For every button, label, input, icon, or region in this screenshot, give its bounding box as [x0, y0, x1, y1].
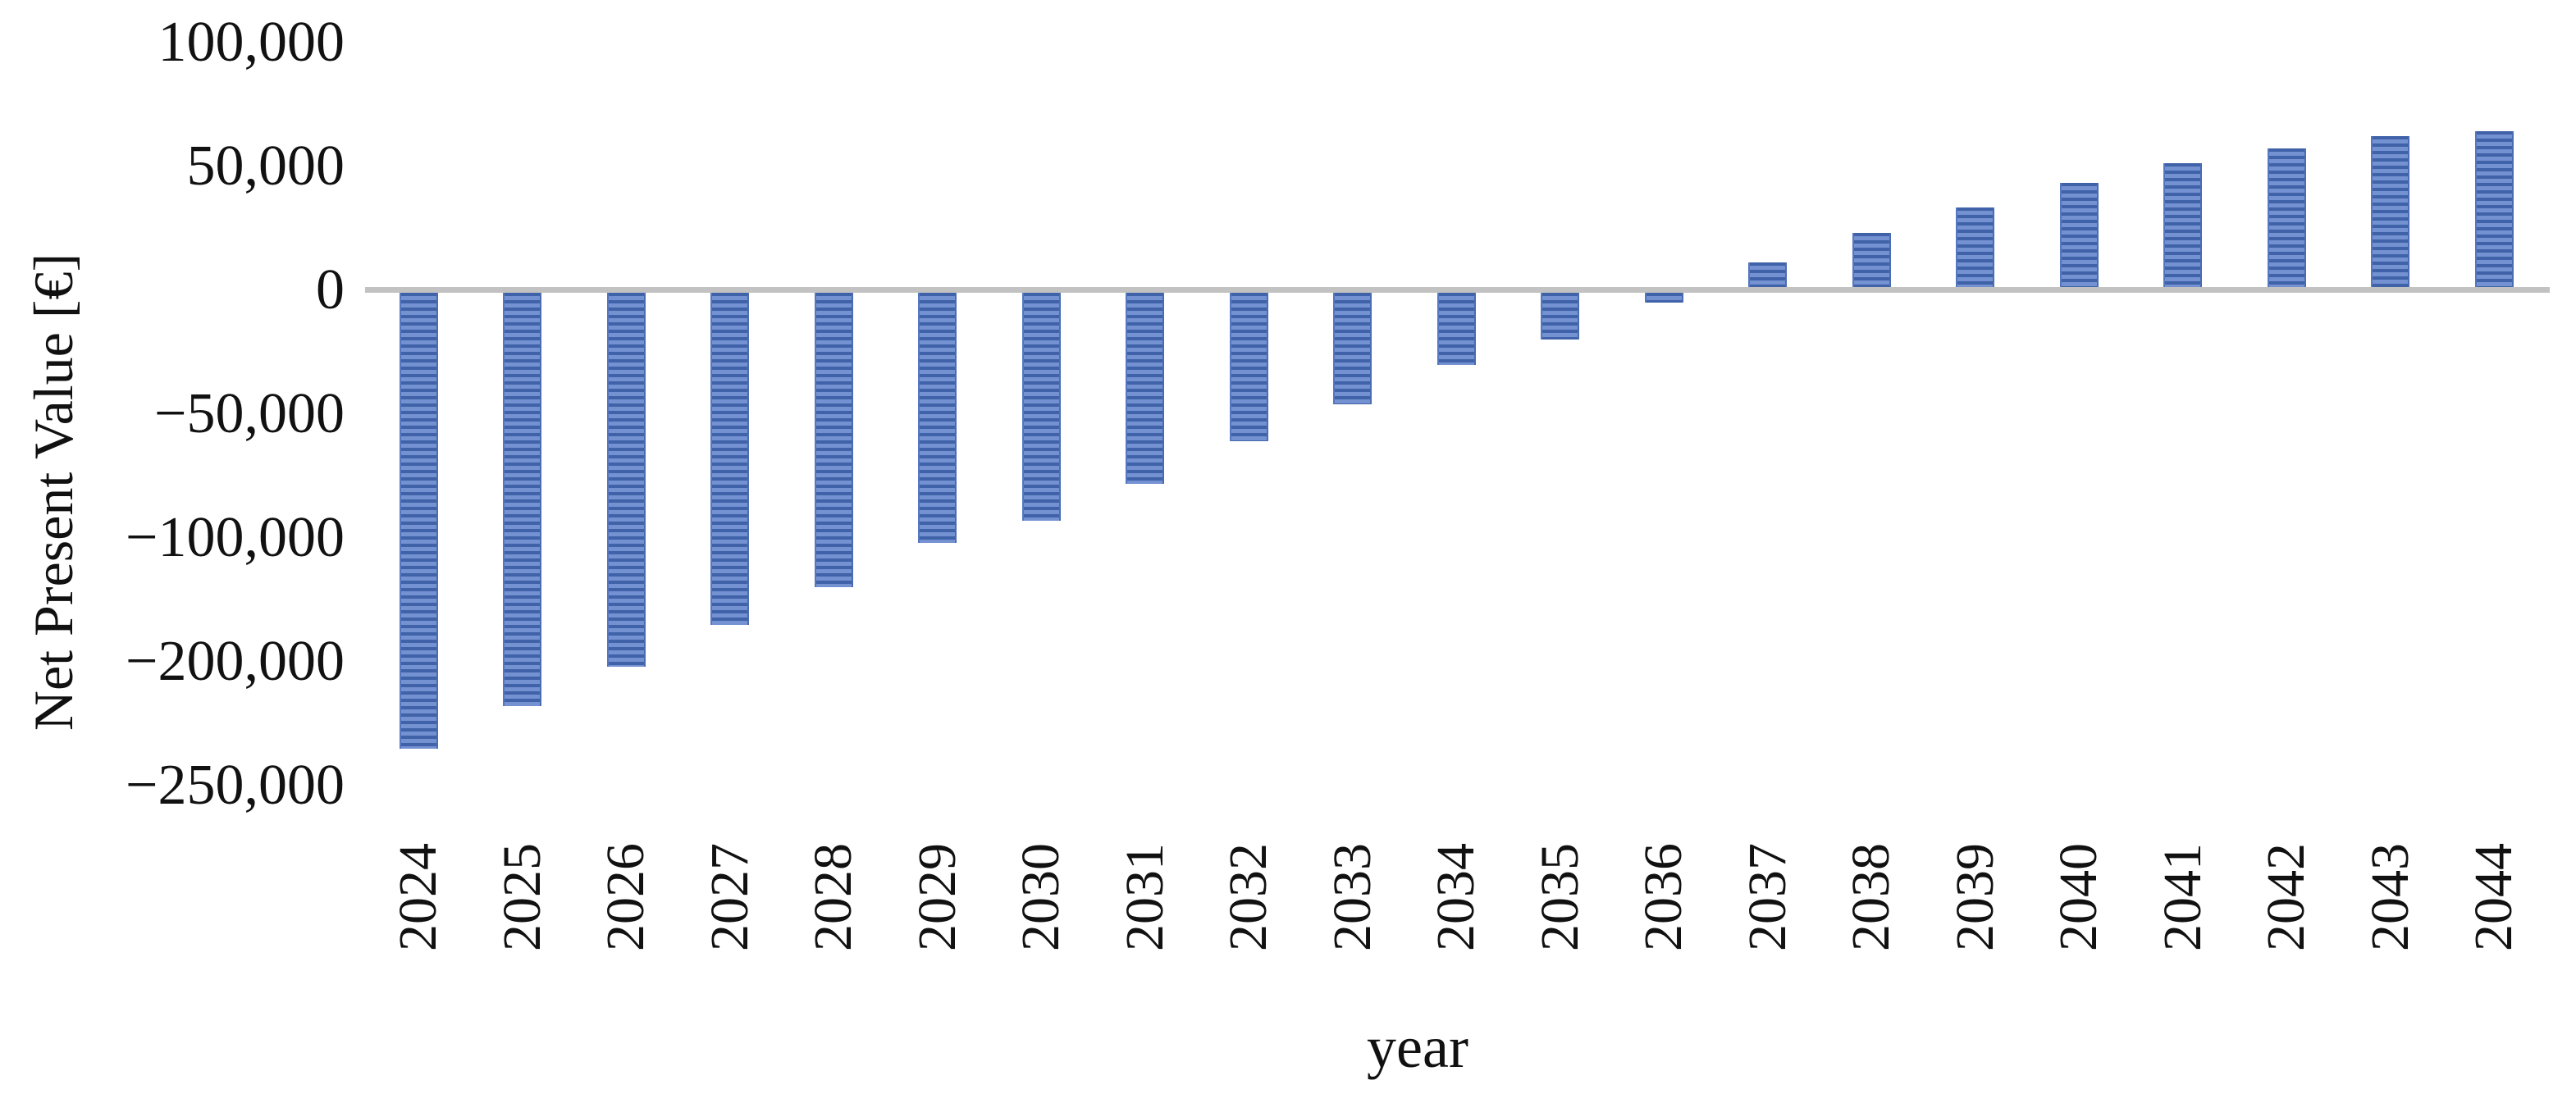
x-tick-label-2042: 2042	[2256, 843, 2316, 951]
y-tick-label: −100,000	[126, 506, 345, 569]
bar-2038	[1852, 233, 1891, 287]
y-tick-label: 0	[316, 258, 345, 321]
x-tick-label-2029: 2029	[907, 843, 967, 951]
bar-2040	[2060, 183, 2099, 287]
bar-2029	[918, 293, 957, 543]
y-tick-label: −200,000	[126, 630, 345, 693]
x-tick-label-2038: 2038	[1841, 843, 1901, 951]
x-tick-label-2035: 2035	[1530, 843, 1590, 951]
x-tick-label-2041: 2041	[2153, 843, 2213, 951]
x-tick-label-2031: 2031	[1115, 843, 1175, 951]
x-tick-label-2044: 2044	[2464, 843, 2523, 951]
x-tick-label-2043: 2043	[2360, 843, 2420, 951]
bar-2024	[400, 293, 438, 749]
bar-2039	[1956, 207, 1994, 287]
bar-2032	[1230, 293, 1268, 441]
x-tick-label-2034: 2034	[1426, 843, 1486, 951]
bar-2033	[1333, 293, 1372, 404]
bar-2028	[815, 293, 853, 587]
y-tick-label: 100,000	[158, 11, 345, 74]
y-tick-label: −250,000	[126, 754, 345, 817]
zero-baseline	[365, 287, 2550, 293]
bar-2025	[503, 293, 541, 706]
x-tick-label-2028: 2028	[803, 843, 863, 951]
bar-2042	[2268, 148, 2306, 287]
x-axis-title: year	[1367, 1014, 1468, 1080]
x-tick-label-2036: 2036	[1633, 843, 1693, 951]
y-tick-label: 50,000	[186, 134, 345, 198]
bar-2026	[607, 293, 646, 667]
x-tick-label-2037: 2037	[1738, 843, 1797, 951]
bar-2043	[2371, 136, 2409, 287]
bar-2035	[1541, 293, 1579, 340]
x-tick-label-2025: 2025	[492, 843, 552, 951]
x-tick-label-2040: 2040	[2048, 843, 2108, 951]
bar-2041	[2163, 163, 2202, 287]
y-tick-label: −50,000	[154, 382, 345, 445]
bar-2044	[2475, 131, 2514, 287]
bar-2031	[1126, 293, 1164, 484]
x-tick-label-2039: 2039	[1945, 843, 2005, 951]
x-tick-label-2027: 2027	[700, 843, 760, 951]
x-tick-label-2026: 2026	[596, 843, 655, 951]
bar-2027	[710, 293, 749, 625]
bar-2030	[1022, 293, 1061, 521]
bar-2036	[1645, 293, 1683, 303]
x-tick-label-2032: 2032	[1218, 843, 1278, 951]
x-tick-label-2030: 2030	[1011, 843, 1071, 951]
bar-2034	[1437, 293, 1476, 365]
bar-2037	[1748, 262, 1787, 287]
x-tick-label-2033: 2033	[1322, 843, 1382, 951]
x-tick-label-2024: 2024	[388, 843, 448, 951]
